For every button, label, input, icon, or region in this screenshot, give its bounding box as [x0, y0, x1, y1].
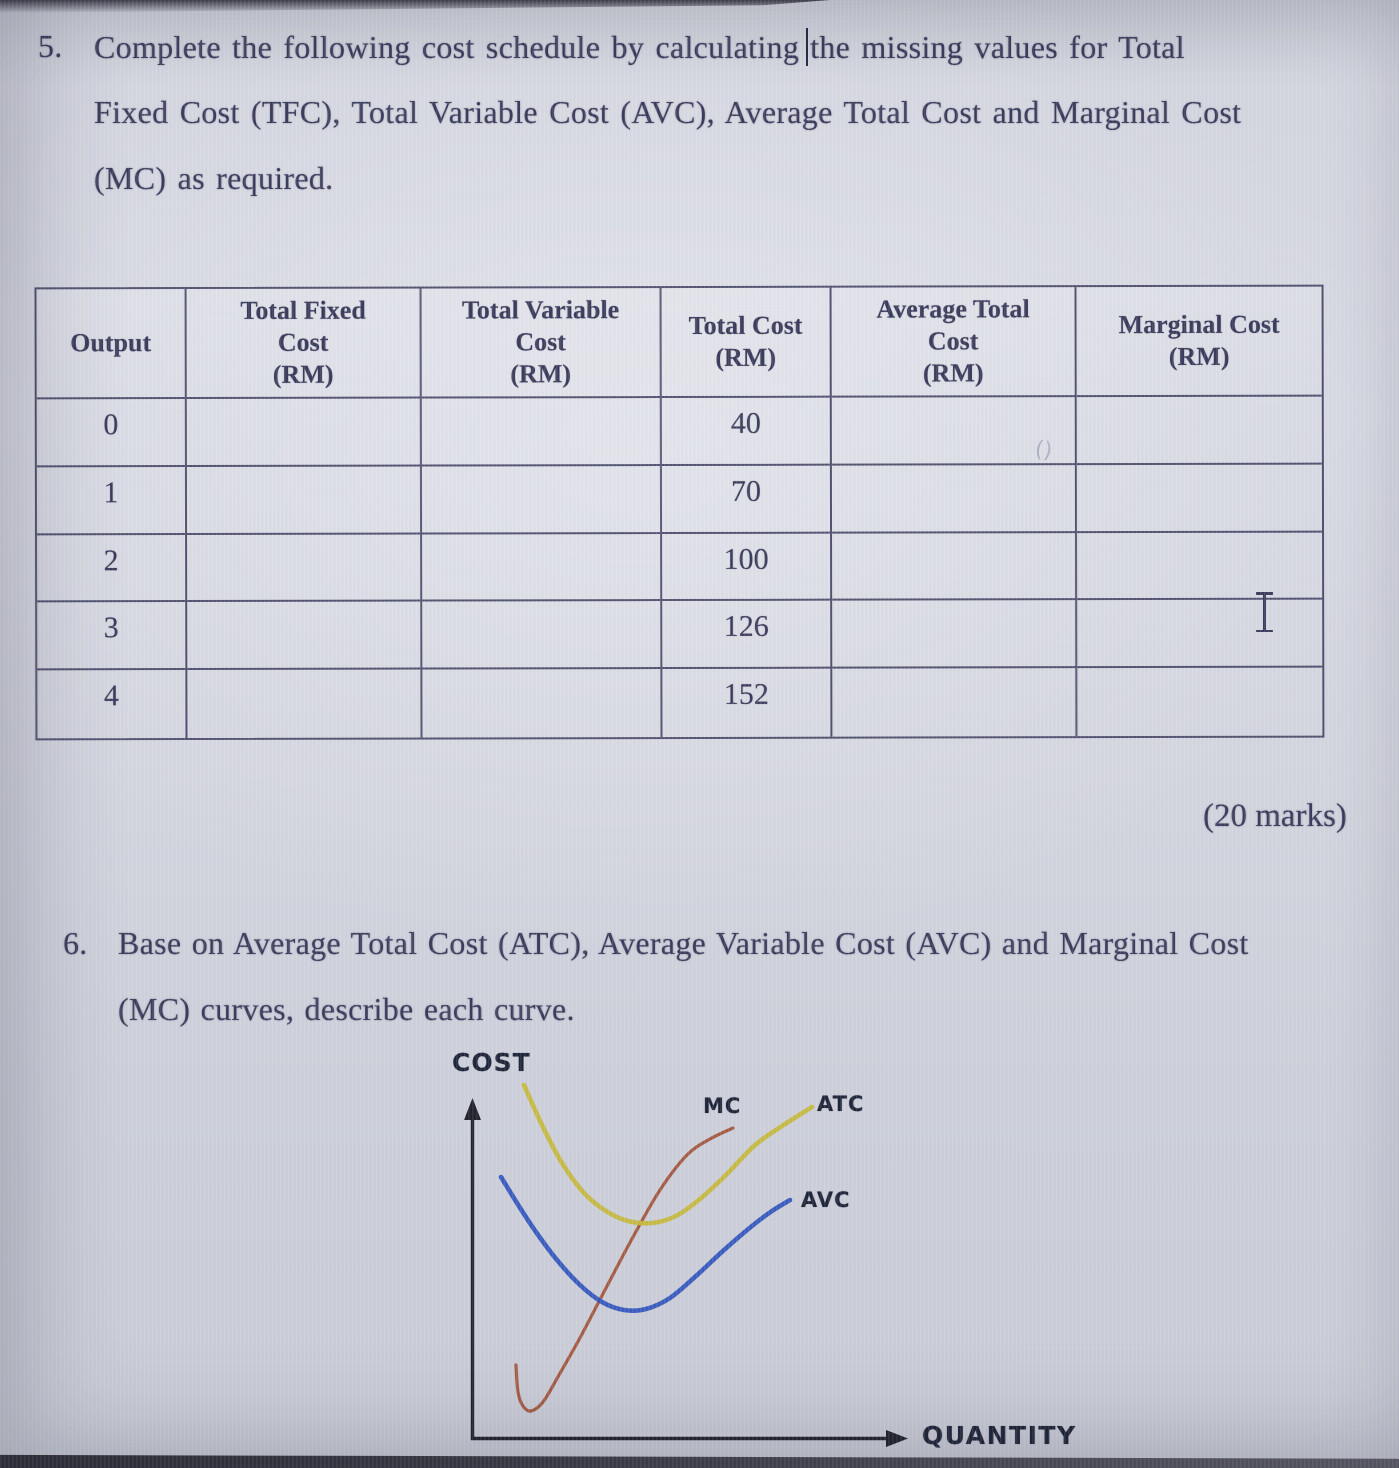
header-output: Output	[36, 289, 187, 400]
cell-total-fixed-cost-r4[interactable]	[187, 669, 423, 739]
question5-line3: (MC) as required.	[94, 160, 334, 196]
cell-average-total-cost-r4[interactable]	[832, 668, 1078, 737]
header-average-total-cost: Average Total Cost (RM)	[831, 287, 1077, 398]
question5-line1: Complete the following cost schedule by …	[94, 28, 1185, 66]
question5-line1-before: Complete the following cost schedule by …	[94, 29, 800, 65]
marks-label: (20 marks)	[1203, 798, 1347, 834]
header-tvc-line3: (RM)	[510, 359, 572, 389]
header-tvc-line1: Total Variable	[461, 295, 620, 325]
header-tfc-line3: (RM)	[272, 359, 334, 389]
avc-curve-label: AVC	[801, 1188, 851, 1212]
header-mc-line2: (RM)	[1168, 341, 1230, 371]
y-axis-label: COST	[452, 1048, 531, 1077]
mc-curve-label: MC	[703, 1094, 742, 1118]
ibeam-stem	[1263, 592, 1266, 632]
cell-total-variable-cost-r4[interactable]	[422, 669, 663, 738]
cell-output-r2: 2	[37, 534, 188, 603]
x-axis-label: QUANTITY	[922, 1421, 1077, 1450]
header-tfc-line1: Total Fixed	[240, 296, 366, 326]
ibeam-mouse-cursor	[1254, 592, 1274, 632]
header-atc-line1: Average Total	[876, 294, 1030, 325]
cell-total-fixed-cost-r2[interactable]	[187, 534, 423, 603]
cell-total-cost-r1: 70	[661, 465, 833, 534]
header-tc-line1: Total Cost	[688, 311, 803, 341]
header-mc-line1: Marginal Cost	[1118, 310, 1280, 340]
y-axis	[464, 1098, 481, 1440]
cell-total-fixed-cost-r1[interactable]	[186, 466, 423, 535]
cell-average-total-cost-r1[interactable]	[831, 464, 1078, 534]
cell-marginal-cost-r4[interactable]	[1077, 668, 1322, 736]
cell-total-cost-r4: 152	[662, 668, 833, 738]
cell-marginal-cost-r0[interactable]	[1076, 396, 1322, 465]
header-tvc-line2: Cost	[515, 327, 566, 357]
cell-average-total-cost-r2[interactable]	[832, 532, 1078, 602]
question6-line1: Base on Average Total Cost (ATC), Averag…	[118, 925, 1249, 961]
text-insertion-cursor	[806, 28, 809, 66]
question5-line1-after: the missing values for Total	[810, 29, 1185, 65]
smudge-artifact: ()	[1033, 436, 1054, 465]
atc-curve	[521, 1082, 815, 1226]
cell-output-r0: 0	[36, 399, 187, 468]
x-axis	[471, 1430, 908, 1447]
atc-curve-label: ATC	[817, 1092, 865, 1116]
header-total-variable-cost: Total Variable Cost (RM)	[421, 288, 662, 399]
cell-total-variable-cost-r2[interactable]	[422, 533, 663, 602]
cell-total-cost-r2: 100	[662, 533, 833, 602]
header-tfc-line2: Cost	[277, 327, 329, 357]
cell-total-cost-r0: 40	[661, 397, 832, 466]
cell-output-r4: 4	[37, 670, 188, 739]
cell-marginal-cost-r1[interactable]	[1076, 464, 1323, 533]
avc-curve	[498, 1174, 793, 1314]
cell-total-variable-cost-r1[interactable]	[421, 465, 663, 535]
cell-output-r1: 1	[36, 466, 188, 535]
cell-total-variable-cost-r3[interactable]	[422, 601, 663, 670]
photo-edge-artifact-top	[0, 0, 830, 13]
question5-number: 5.	[38, 28, 63, 64]
cell-total-variable-cost-r0[interactable]	[421, 398, 662, 467]
photo-edge-artifact-bottom	[0, 1454, 1399, 1468]
cell-average-total-cost-r3[interactable]	[832, 600, 1078, 669]
cell-marginal-cost-r2[interactable]	[1077, 532, 1323, 601]
mc-curve	[514, 1126, 735, 1413]
header-atc-line3: (RM)	[922, 358, 984, 388]
cost-schedule-table: Output Total Fixed Cost (RM) Total Varia…	[34, 284, 1325, 741]
question6-number: 6.	[63, 925, 88, 961]
cell-output-r3: 3	[37, 602, 188, 671]
header-total-fixed-cost: Total Fixed Cost (RM)	[186, 288, 422, 400]
cell-total-fixed-cost-r3[interactable]	[187, 601, 423, 671]
header-output-line1: Output	[70, 328, 152, 358]
header-marginal-cost: Marginal Cost (RM)	[1076, 286, 1322, 398]
cell-marginal-cost-r3[interactable]	[1077, 600, 1323, 669]
cell-total-cost-r3: 126	[662, 601, 833, 670]
ibeam-bottom-serif	[1256, 629, 1273, 632]
cell-total-fixed-cost-r0[interactable]	[186, 398, 422, 467]
header-atc-line2: Cost	[927, 326, 979, 356]
question6-line2: (MC) curves, describe each curve.	[118, 991, 575, 1027]
header-total-cost: Total Cost (RM)	[661, 287, 832, 399]
header-tc-line2: (RM)	[715, 342, 777, 372]
question5-line2: Fixed Cost (TFC), Total Variable Cost (A…	[94, 94, 1242, 130]
